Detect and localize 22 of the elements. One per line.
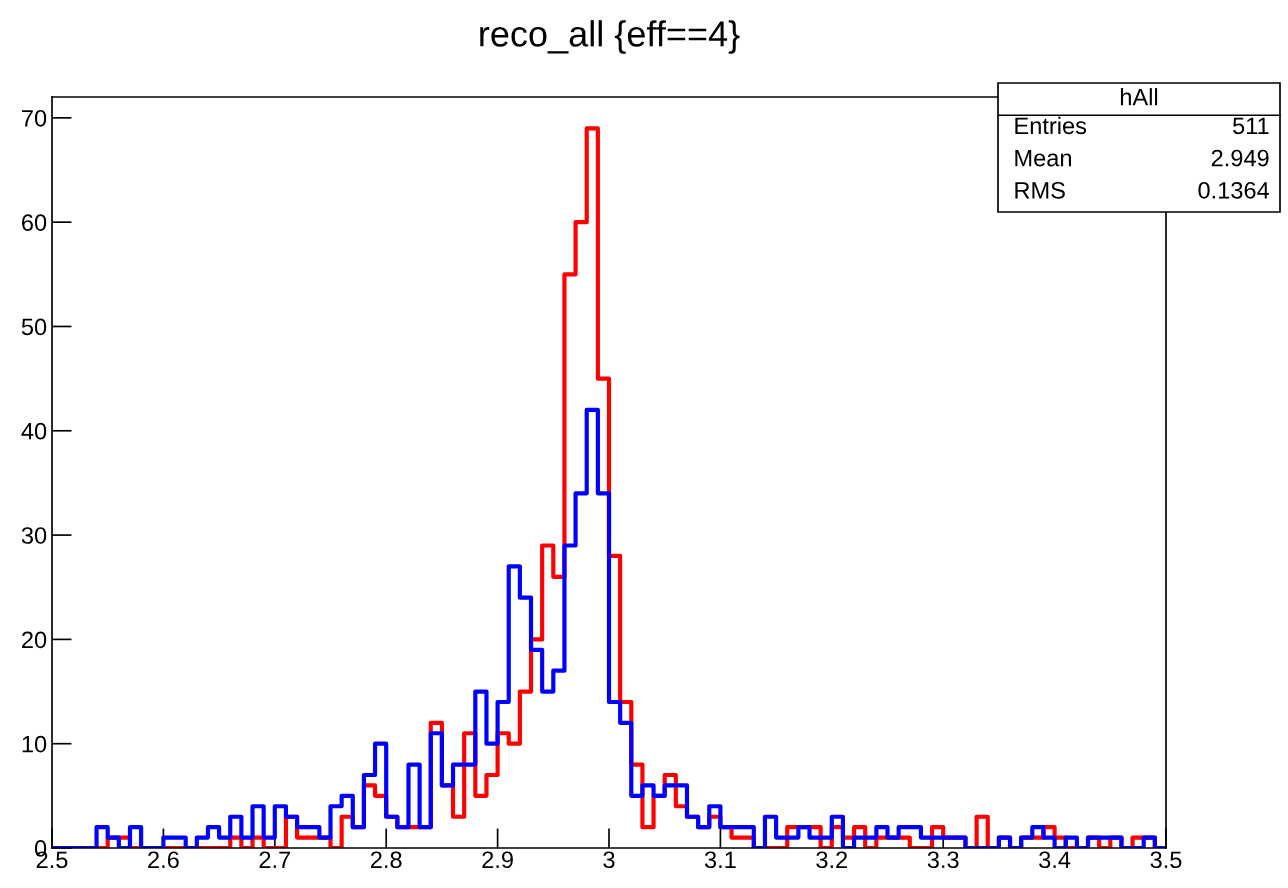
chart-title: reco_all {eff==4}: [480, 20, 740, 54]
x-tick-label: 3.4: [1039, 851, 1071, 869]
text: RMS 0.1364: [1015, 181, 1270, 199]
x-tick-label: 3.3: [927, 851, 959, 869]
y-tick-label: 10: [22, 735, 47, 753]
annotation: hAll: [1120, 88, 1158, 106]
y-tick-label: 50: [21, 318, 47, 336]
x-tick-label: 2.6: [148, 851, 179, 869]
y-tick-label: 20: [22, 631, 47, 649]
x-tick-label: 2.9: [482, 851, 513, 869]
x-tick-label: 2.8: [370, 851, 402, 869]
x-tick-label: 2.7: [259, 851, 291, 868]
text: Mean 2.949: [1015, 149, 1269, 167]
y-tick-label: 30: [21, 527, 47, 544]
y-tick-label: 40: [21, 422, 47, 440]
text: Entries 511: [1015, 116, 1269, 135]
x-tick-label: 3.5: [1150, 851, 1182, 869]
x-tick-label: 3: [603, 851, 615, 869]
y-tick-label: 70: [22, 109, 47, 127]
x-tick-label: 3.1: [704, 851, 736, 869]
x-tick-label: 3.2: [816, 851, 848, 869]
y-tick-label: 60: [22, 214, 47, 231]
